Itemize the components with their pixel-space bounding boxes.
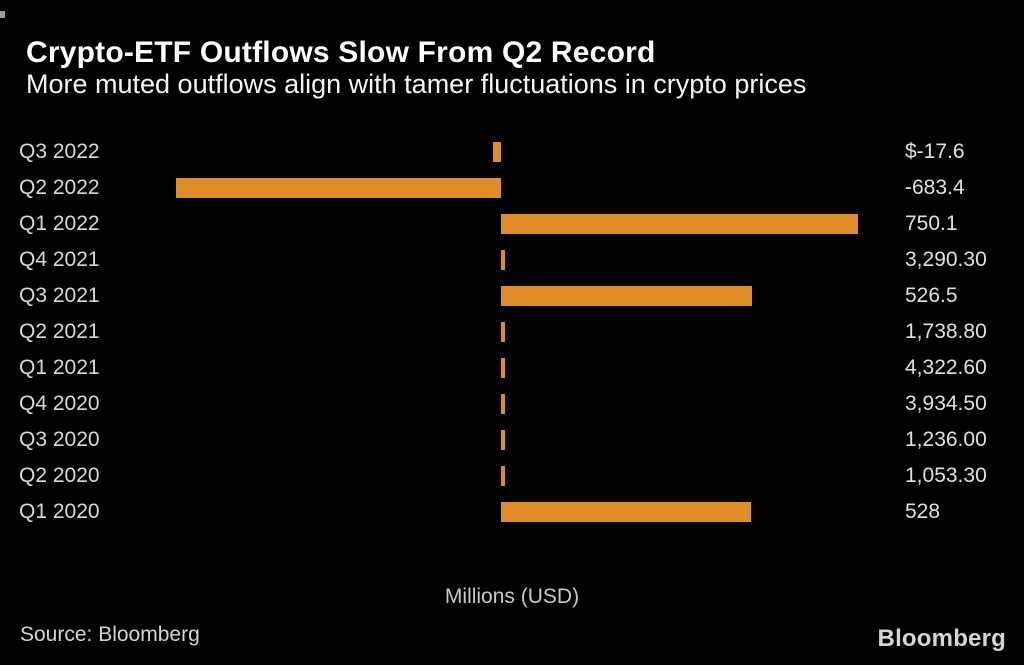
chart-row: Q1 2020 528	[0, 494, 1024, 530]
chart-row: Q2 2020 1,053.30	[0, 458, 1024, 494]
data-bar	[493, 142, 501, 162]
chart-row: Q3 2022 $-17.6	[0, 134, 1024, 170]
data-bar	[501, 322, 505, 342]
data-bar	[501, 430, 505, 450]
data-bar	[501, 214, 858, 234]
x-axis-unit-label: Millions (USD)	[444, 585, 580, 608]
category-label: Q3 2020	[19, 428, 100, 451]
value-label: 750.1	[905, 212, 958, 235]
category-label: Q2 2022	[19, 176, 100, 199]
chart-subtitle: More muted outflows align with tamer flu…	[26, 69, 807, 99]
value-label: $-17.6	[905, 140, 965, 163]
category-label: Q1 2020	[19, 500, 100, 523]
bloomberg-logo: Bloomberg	[877, 625, 1006, 652]
edge-artifact-speck	[0, 11, 5, 18]
category-label: Q1 2022	[19, 212, 100, 235]
data-bar	[501, 502, 751, 522]
category-label: Q4 2021	[19, 248, 100, 271]
data-bar	[176, 178, 501, 198]
data-bar	[501, 466, 505, 486]
value-label: 1,738.80	[905, 320, 987, 343]
chart-row: Q1 2022 750.1	[0, 206, 1024, 242]
value-label: 528	[905, 500, 941, 523]
category-label: Q3 2021	[19, 284, 100, 307]
chart-row: Q1 2021 4,322.60	[0, 350, 1024, 386]
value-label: 3,934.50	[905, 392, 987, 415]
chart-row: Q3 2021 526.5	[0, 278, 1024, 314]
category-label: Q1 2021	[19, 356, 100, 379]
value-label: -683.4	[905, 176, 965, 199]
value-label: 1,053.30	[905, 464, 987, 487]
category-label: Q2 2021	[19, 320, 100, 343]
category-label: Q2 2020	[19, 464, 100, 487]
source-attribution: Source: Bloomberg	[20, 623, 200, 646]
chart-row: Q4 2021 3,290.30	[0, 242, 1024, 278]
chart-row: Q2 2022 -683.4	[0, 170, 1024, 206]
data-bar	[501, 286, 752, 306]
category-label: Q4 2020	[19, 392, 100, 415]
category-label: Q3 2022	[19, 140, 100, 163]
chart-row: Q2 2021 1,738.80	[0, 314, 1024, 350]
chart-row: Q4 2020 3,934.50	[0, 386, 1024, 422]
data-bar	[501, 358, 505, 378]
value-label: 1,236.00	[905, 428, 987, 451]
value-label: 4,322.60	[905, 356, 987, 379]
value-label: 3,290.30	[905, 248, 987, 271]
chart-row: Q3 2020 1,236.00	[0, 422, 1024, 458]
data-bar	[501, 250, 505, 270]
value-label: 526.5	[905, 284, 958, 307]
chart-title: Crypto-ETF Outflows Slow From Q2 Record	[26, 36, 656, 69]
data-bar	[501, 394, 505, 414]
bar-chart-plot-area: Q3 2022 $-17.6 Q2 2022 -683.4 Q1 2022 750.1 Q4…	[0, 134, 1024, 530]
